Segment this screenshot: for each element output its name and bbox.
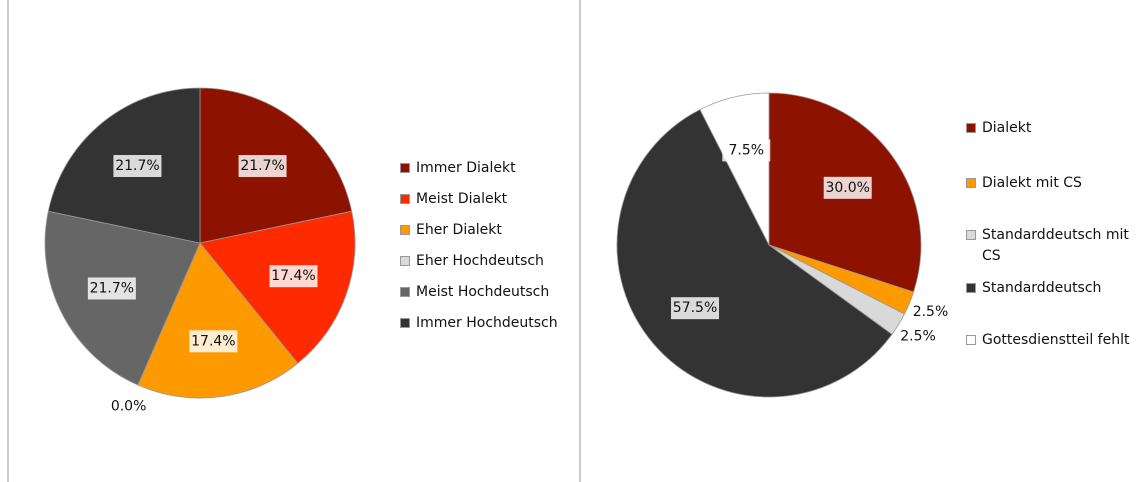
label-box: [113, 155, 162, 178]
data-label: 2.5%: [913, 304, 949, 320]
legend-swatch: [966, 230, 976, 240]
legend-label: Standarddeutsch: [982, 280, 1102, 296]
data-label: 0.0%: [111, 398, 147, 414]
label-box: [722, 139, 771, 162]
pie-slice: [199, 210, 356, 364]
legend-label: Eher Dialekt: [416, 222, 502, 238]
pie-slice: [616, 109, 893, 398]
data-label: 7.5%: [729, 142, 765, 158]
label-box: [189, 330, 238, 353]
legend-item: Meist Hochdeutsch: [400, 282, 570, 303]
legend-label: Eher Hochdeutsch: [416, 253, 544, 269]
legend-item: Meist Dialekt: [400, 189, 570, 210]
data-label: 57.5%: [673, 300, 717, 316]
legend-swatch: [400, 256, 410, 266]
legend-item: Gottesdienstteil fehlt: [966, 330, 1141, 351]
legend-swatch: [966, 283, 976, 293]
data-label: 21.7%: [240, 158, 284, 174]
legend-swatch: [400, 194, 410, 204]
legend-item: Immer Dialekt: [400, 158, 570, 179]
pie-slice: [699, 92, 770, 246]
legend-label: Dialekt mit CS: [982, 175, 1082, 191]
legend-item: Eher Dialekt: [400, 220, 570, 241]
legend-swatch: [966, 178, 976, 188]
label-box: [269, 265, 318, 288]
data-label: 30.0%: [825, 180, 869, 196]
legend-item: Dialekt: [966, 118, 1141, 139]
legend-swatch: [966, 335, 976, 345]
data-label: 17.4%: [271, 268, 315, 284]
data-label: 21.7%: [115, 158, 159, 174]
data-label: 2.5%: [900, 328, 936, 344]
label-box: [87, 277, 136, 300]
data-label: 17.4%: [191, 333, 235, 349]
label-box: [823, 176, 872, 199]
legend-swatch: [400, 287, 410, 297]
legend-swatch: [400, 318, 410, 328]
legend-item: Eher Hochdeutsch: [400, 251, 570, 272]
legend-label: Dialekt: [982, 120, 1032, 136]
legend-item: Dialekt mit CS: [966, 173, 1141, 194]
data-label: 21.7%: [90, 280, 134, 296]
legend-item: Immer Hochdeutsch: [400, 313, 570, 334]
legend-label: Gottesdienstteil fehlt: [982, 332, 1130, 348]
legend-label: Meist Dialekt: [416, 191, 508, 207]
legend-label: Meist Hochdeutsch: [416, 284, 550, 300]
legend-swatch: [400, 225, 410, 235]
legend-item: Standarddeutsch: [966, 278, 1141, 299]
legend-item: Standarddeutsch mit CS: [966, 225, 1141, 267]
legend-label: Standarddeutsch mit CS: [982, 227, 1129, 264]
legend-swatch: [966, 123, 976, 133]
pie-slice: [137, 242, 299, 399]
label-box: [238, 155, 287, 178]
legend-label: Immer Hochdeutsch: [416, 315, 558, 331]
legend-swatch: [400, 163, 410, 173]
label-box: [671, 297, 720, 320]
legend-label: Immer Dialekt: [416, 160, 516, 176]
